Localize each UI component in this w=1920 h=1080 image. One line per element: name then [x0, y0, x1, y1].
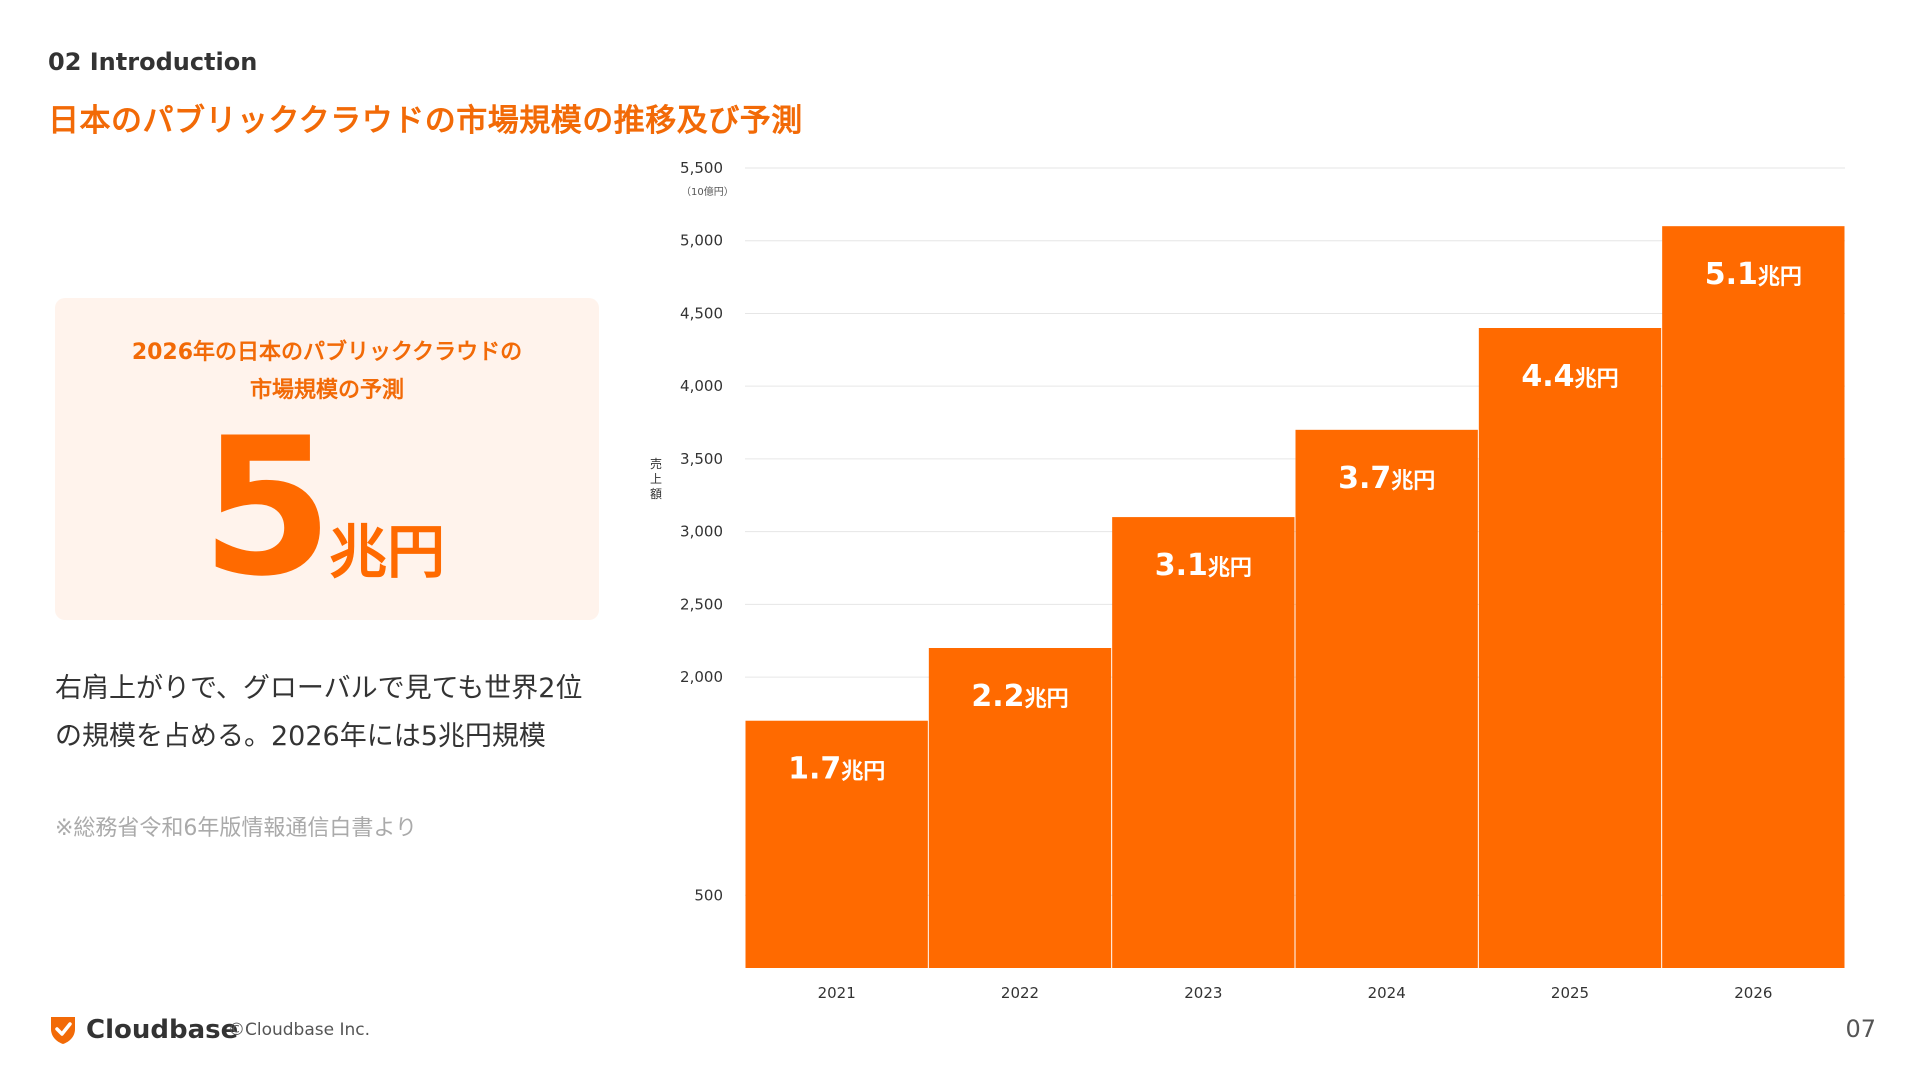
- y-tick-label: 4,500: [680, 304, 723, 322]
- card-caption-line2: 市場規模の予測: [249, 378, 404, 403]
- data-label-number: 3.1: [1155, 548, 1208, 583]
- data-label-unit: 兆円: [1758, 265, 1802, 290]
- data-label: 3.7兆円: [1338, 461, 1435, 496]
- body-line1: 右肩上がりで、グローバルで見ても世界2位: [55, 673, 583, 704]
- y-tick-label: 2,000: [680, 668, 723, 686]
- card-caption-line1: 2026年の日本のパブリッククラウドの: [131, 340, 523, 365]
- y-tick-label: 500: [694, 886, 723, 904]
- card-caption: 2026年の日本のパブリッククラウドの 市場規模の予測: [55, 334, 599, 410]
- data-label-unit: 兆円: [1575, 367, 1619, 392]
- y-tick-label: 2,500: [680, 595, 723, 613]
- x-tick-label: 2023: [1184, 984, 1222, 1002]
- data-label-number: 2.2: [971, 679, 1024, 714]
- data-label-number: 1.7: [788, 752, 841, 787]
- y-tick-label: 3,000: [680, 523, 723, 541]
- footer-logo: Cloudbase: [48, 1014, 238, 1046]
- data-label: 4.4兆円: [1521, 359, 1618, 394]
- x-tick-label: 2022: [1001, 984, 1039, 1002]
- data-label-number: 4.4: [1521, 359, 1574, 394]
- highlight-card: 2026年の日本のパブリッククラウドの 市場規模の予測 5 兆円: [55, 298, 599, 620]
- data-label: 1.7兆円: [788, 752, 885, 787]
- data-label: 5.1兆円: [1705, 257, 1802, 292]
- x-tick-label: 2021: [818, 984, 856, 1002]
- brand-name: Cloudbase: [86, 1015, 239, 1045]
- body-text: 右肩上がりで、グローバルで見ても世界2位 の規模を占める。2026年には5兆円規…: [55, 665, 615, 761]
- y-tick-label: 4,000: [680, 377, 723, 395]
- y-axis-title-char: 額: [650, 487, 662, 501]
- data-label-unit: 兆円: [1391, 469, 1435, 494]
- big-unit: 兆円: [329, 518, 446, 586]
- data-label-unit: 兆円: [1208, 556, 1252, 581]
- bar: [1662, 226, 1845, 968]
- x-tick-label: 2026: [1734, 984, 1772, 1002]
- bar: [928, 648, 1112, 968]
- copyright: ©Cloudbase Inc.: [228, 1020, 371, 1040]
- section-label: 02 Introduction: [48, 48, 258, 76]
- data-label: 3.1兆円: [1155, 548, 1252, 583]
- data-label-number: 5.1: [1705, 257, 1758, 292]
- data-label-number: 3.7: [1338, 461, 1391, 496]
- y-axis-title-char: 上: [650, 472, 662, 486]
- bar: [1112, 517, 1295, 968]
- big-number: 5: [201, 397, 334, 618]
- y-tick-label: 5,500: [680, 159, 723, 177]
- cloudbase-logo-icon: [51, 1017, 75, 1044]
- x-tick-label: 2024: [1368, 984, 1406, 1002]
- y-unit-label: （10億円）: [681, 185, 734, 198]
- bar: [1295, 429, 1478, 968]
- page-title: 日本のパブリッククラウドの市場規模の推移及び予測: [48, 103, 803, 139]
- y-tick-label: 5,000: [680, 232, 723, 250]
- market-size-chart: 5,500 5,000 4,500 4,000 3,500 3,000 2,500 2,000…: [650, 159, 1845, 1002]
- x-tick-label: 2025: [1551, 984, 1589, 1002]
- data-label: 2.2兆円: [971, 679, 1068, 714]
- source-note: ※総務省令和6年版情報通信白書より: [55, 816, 417, 841]
- data-label-unit: 兆円: [1025, 687, 1069, 712]
- page-number: 07: [1845, 1015, 1876, 1043]
- bar: [1478, 328, 1662, 968]
- bar: [745, 720, 928, 968]
- body-line2: の規模を占める。2026年には5兆円規模: [55, 721, 546, 752]
- y-tick-label: 3,500: [680, 450, 723, 468]
- y-axis-title-char: 売: [650, 456, 662, 471]
- data-label-unit: 兆円: [841, 760, 885, 785]
